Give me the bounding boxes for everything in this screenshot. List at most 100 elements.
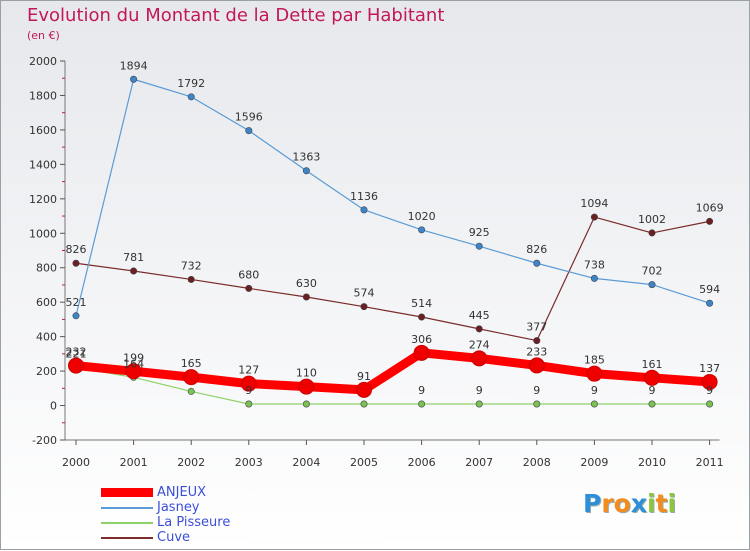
data-point-la-pisseure (360, 400, 368, 408)
data-label-anjeux: 127 (238, 364, 259, 377)
data-point-la-pisseure (590, 400, 598, 408)
data-point-anjeux (701, 373, 718, 390)
x-tick-label: 2011 (696, 456, 724, 469)
legend-item-cuve: Cuve (101, 530, 301, 545)
data-point-cuve (187, 275, 195, 283)
x-tick-label: 2006 (408, 456, 436, 469)
data-point-cuve (360, 303, 368, 311)
y-tick-label: 2000 (29, 55, 57, 68)
chart-legend: ANJEUX Jasney La Pisseure Cuve (101, 485, 301, 545)
data-label-la-pisseure: 9 (418, 384, 425, 397)
data-point-cuve (72, 259, 80, 267)
data-point-jasney (475, 242, 483, 250)
data-label-jasney: 738 (584, 258, 605, 271)
legend-label-anjeux: ANJEUX (157, 485, 207, 500)
data-label-jasney: 594 (699, 283, 720, 296)
data-label-anjeux: 110 (296, 367, 317, 380)
data-label-jasney: 1136 (350, 190, 378, 203)
data-label-la-pisseure: 9 (649, 384, 656, 397)
legend-swatch-anjeux (101, 488, 153, 497)
logo-letter: i (667, 489, 677, 518)
y-tick-label: 1200 (29, 193, 57, 206)
data-label-jasney: 1894 (120, 59, 148, 72)
data-label-anjeux: 199 (123, 351, 144, 364)
y-tick-label: -200 (32, 434, 57, 447)
data-label-la-pisseure: 9 (476, 384, 483, 397)
data-point-anjeux (183, 369, 200, 386)
legend-label-cuve: Cuve (157, 530, 191, 545)
logo-letter: i (647, 489, 656, 518)
data-point-cuve (648, 229, 656, 237)
x-tick-label: 2010 (638, 456, 666, 469)
data-point-anjeux (644, 369, 660, 386)
chart-title: Evolution du Montant de la Dette par Hab… (27, 5, 445, 26)
data-point-cuve (475, 325, 483, 333)
data-label-jasney: 925 (469, 226, 490, 239)
data-label-jasney: 1020 (408, 210, 436, 223)
data-point-la-pisseure (418, 400, 426, 408)
data-label-cuve: 680 (238, 268, 259, 281)
series-line-la-pisseure (75, 366, 710, 405)
data-point-jasney (130, 75, 138, 83)
legend-swatch-cuve (101, 536, 153, 539)
series-line-jasney (75, 78, 710, 316)
data-label-cuve: 445 (469, 309, 490, 322)
data-point-la-pisseure (187, 387, 195, 395)
data-point-la-pisseure (533, 400, 541, 408)
proxiti-logo: Proxiti (583, 489, 676, 518)
logo-letter: P (583, 489, 602, 518)
legend-item-jasney: Jasney (101, 500, 301, 515)
data-label-cuve: 732 (181, 259, 202, 272)
x-tick-label: 2009 (580, 456, 608, 469)
data-point-anjeux (528, 357, 545, 374)
data-point-la-pisseure (245, 400, 253, 408)
data-point-cuve (418, 313, 426, 321)
data-point-jasney (590, 274, 598, 282)
data-label-jasney: 826 (526, 243, 547, 256)
chart-unit-label: (en €) (27, 29, 60, 42)
data-point-la-pisseure (475, 400, 483, 408)
data-label-jasney: 1363 (292, 151, 320, 164)
x-tick-label: 2007 (465, 456, 493, 469)
data-label-cuve: 1002 (638, 213, 666, 226)
data-point-anjeux (240, 375, 257, 392)
data-label-anjeux: 233 (526, 345, 547, 358)
logo-letter: x (630, 489, 647, 518)
data-point-cuve (533, 337, 541, 345)
data-label-anjeux: 165 (181, 357, 202, 370)
y-tick-label: 400 (36, 331, 57, 344)
data-point-anjeux (298, 378, 315, 395)
x-tick-label: 2000 (62, 456, 90, 469)
y-tick-label: 200 (36, 365, 57, 378)
data-point-anjeux (68, 357, 84, 374)
data-point-cuve (590, 213, 598, 221)
legend-item-la-pisseure: La Pisseure (101, 515, 301, 530)
legend-label-la-pisseure: La Pisseure (157, 515, 231, 530)
data-label-anjeux: 137 (699, 362, 720, 375)
data-point-jasney (706, 299, 714, 307)
data-label-la-pisseure: 9 (533, 384, 540, 397)
data-point-jasney (533, 259, 541, 267)
data-point-la-pisseure (302, 400, 310, 408)
series-line-cuve (75, 216, 710, 342)
data-label-jasney: 1792 (177, 77, 205, 90)
y-tick-label: 800 (36, 262, 57, 275)
data-label-la-pisseure: 221 (66, 347, 87, 360)
y-tick-label: 1000 (29, 227, 57, 240)
x-tick-label: 2008 (523, 456, 551, 469)
data-label-cuve: 1069 (696, 201, 724, 214)
data-label-la-pisseure: 9 (591, 384, 598, 397)
data-point-anjeux (356, 381, 372, 398)
y-tick-label: 0 (50, 400, 57, 413)
data-label-anjeux: 161 (642, 358, 663, 371)
data-label-jasney: 702 (642, 265, 663, 278)
data-point-jasney (302, 167, 310, 175)
x-tick-label: 2005 (350, 456, 378, 469)
logo-letter: r (601, 489, 614, 518)
data-point-la-pisseure (648, 400, 656, 408)
data-point-jasney (187, 93, 195, 101)
y-tick-label: 600 (36, 296, 57, 309)
series-line-anjeux (75, 348, 710, 395)
data-point-cuve (706, 217, 714, 225)
